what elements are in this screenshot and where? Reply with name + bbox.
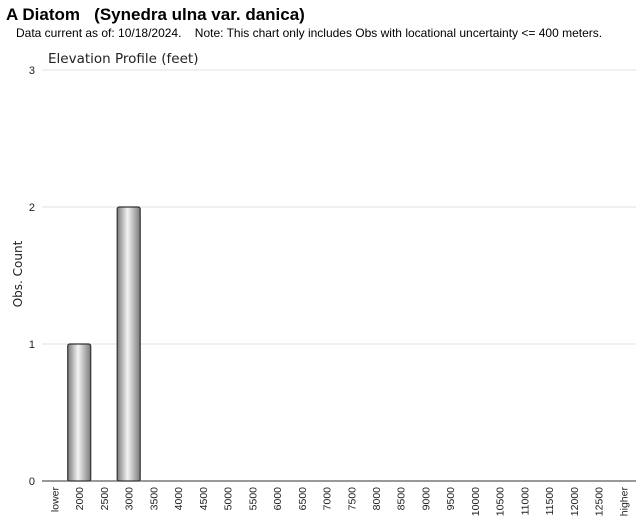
x-tick-label: 10000 <box>470 487 482 516</box>
x-tick-label: 3000 <box>124 487 136 511</box>
x-tick-label: 8500 <box>396 487 408 511</box>
x-ticks: lower 2000 2500 3000 3500 4000 4500 5000 5500 600… <box>50 486 631 516</box>
x-tick-label: 2500 <box>99 487 111 511</box>
y-ticks: 0 1 2 3 <box>29 65 35 488</box>
x-tick-label: 5500 <box>247 487 259 511</box>
x-tick-label: lower <box>50 486 62 512</box>
x-tick-label: 4500 <box>198 487 210 511</box>
y-tick-label: 3 <box>29 65 35 77</box>
x-tick-label: 6500 <box>297 487 309 511</box>
x-tick-label: 9000 <box>420 487 432 511</box>
page-title: A Diatom (Synedra ulna var. danica) <box>6 5 305 24</box>
x-tick-label: 9500 <box>445 487 457 511</box>
page-subtitle: Data current as of: 10/18/2024. Note: Th… <box>16 26 603 40</box>
y-tick-label: 1 <box>29 339 35 351</box>
x-tick-label: 7500 <box>346 487 358 511</box>
x-tick-label: 10500 <box>495 487 507 516</box>
y-axis-label: Obs. Count <box>11 240 25 307</box>
x-tick-label: 7000 <box>322 487 334 511</box>
x-tick-label: 8000 <box>371 487 383 511</box>
x-tick-label: 6000 <box>272 487 284 511</box>
x-tick-label: higher <box>618 487 630 517</box>
y-tick-label: 2 <box>29 202 35 214</box>
x-tick-label: 2000 <box>74 487 86 511</box>
x-tick-label: 4000 <box>173 487 185 511</box>
y-tick-label: 0 <box>29 476 35 488</box>
x-tick-label: 5000 <box>223 487 235 511</box>
x-tick-label: 3500 <box>148 487 160 511</box>
x-tick-label: 11000 <box>519 487 531 516</box>
grid-lines <box>42 69 636 345</box>
x-tick-label: 11500 <box>544 487 556 516</box>
x-tick-label: 12000 <box>569 487 581 516</box>
bar-2000 <box>67 343 92 482</box>
chart-title: Elevation Profile (feet) <box>48 51 198 67</box>
bar-3000 <box>116 206 141 482</box>
x-tick-label: 12500 <box>594 487 606 516</box>
